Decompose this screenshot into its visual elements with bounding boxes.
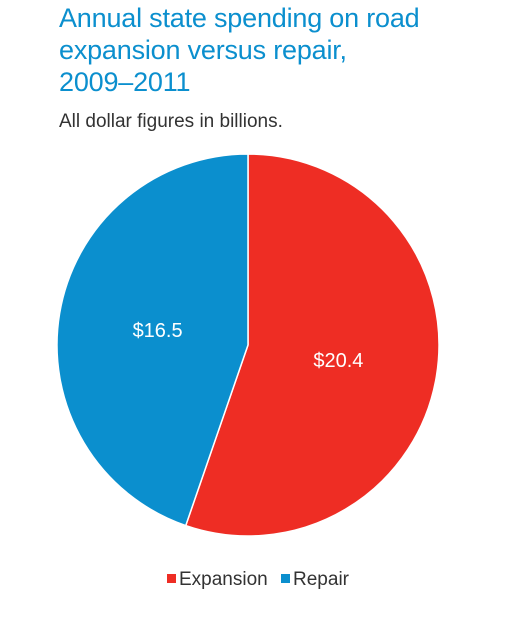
legend-swatch-expansion: [167, 574, 176, 583]
pie-slice-expansion: [184, 153, 440, 537]
pie-label-repair: $16.5: [133, 320, 183, 342]
pie-chart: $20.4 $16.5: [56, 153, 440, 537]
chart-title: Annual state spending on road expansion …: [59, 2, 499, 98]
chart-subtitle: All dollar figures in billions.: [59, 111, 283, 132]
legend-item-repair: Repair: [281, 568, 349, 592]
legend-swatch-repair: [281, 574, 291, 583]
chart-title-line-2: expansion versus repair,: [59, 35, 347, 65]
chart-title-line-3: 2009–2011: [59, 67, 191, 97]
pie-label-expansion: $20.4: [313, 350, 363, 372]
legend-label-repair: Repair: [293, 569, 349, 590]
pie-slice-repair: [56, 153, 249, 527]
chart-legend: Expansion Repair: [0, 568, 516, 592]
chart-title-line-1: Annual state spending on road: [59, 3, 420, 33]
legend-label-expansion: Expansion: [179, 569, 268, 590]
legend-item-expansion: Expansion: [167, 568, 268, 592]
